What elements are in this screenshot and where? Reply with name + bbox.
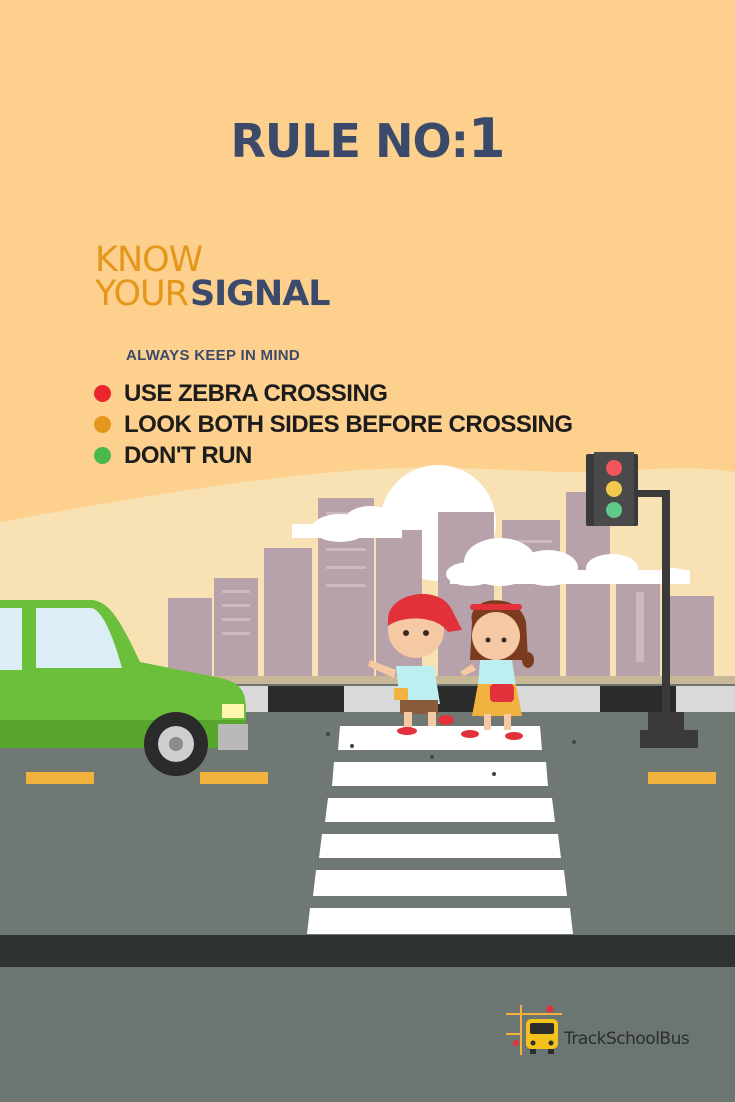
lane-marking: [200, 772, 268, 784]
heading-your: YOUR: [95, 274, 189, 314]
boy-walking: [368, 594, 462, 735]
tip-text: DON'T RUN: [124, 441, 252, 469]
heading-know: KNOW: [95, 240, 203, 280]
brand-name: TrackSchoolBus: [564, 1029, 690, 1049]
green-car: [0, 600, 248, 776]
tip-item: DON'T RUN: [94, 440, 573, 471]
rule-number: 1: [467, 107, 506, 170]
traffic-light: [586, 452, 698, 748]
tip-item: USE ZEBRA CROSSING: [94, 378, 573, 409]
tips-list: USE ZEBRA CROSSING LOOK BOTH SIDES BEFOR…: [94, 378, 573, 471]
trackschoolbus-logo: TrackSchoolBus: [502, 1003, 692, 1057]
tip-item: LOOK BOTH SIDES BEFORE CROSSING: [94, 409, 573, 440]
subheading: ALWAYS KEEP IN MIND: [126, 347, 301, 364]
know-your-signal-heading: KNOW YOURSIGNAL: [95, 240, 331, 317]
school-bus-icon: [506, 1005, 562, 1055]
girl-walking: [460, 600, 534, 740]
green-dot-icon: [94, 447, 111, 464]
heading-signal: SIGNAL: [189, 274, 331, 314]
rule-title: RULE NO:1: [0, 112, 735, 166]
orange-dot-icon: [94, 416, 111, 433]
clouds: [292, 506, 690, 586]
tip-text: USE ZEBRA CROSSING: [124, 379, 388, 407]
zebra-crossing: [307, 726, 573, 934]
red-dot-icon: [94, 385, 111, 402]
rule-title-prefix: RULE NO:: [230, 114, 469, 168]
lane-marking: [26, 772, 94, 784]
tip-text: LOOK BOTH SIDES BEFORE CROSSING: [124, 410, 573, 438]
lane-marking: [648, 772, 716, 784]
